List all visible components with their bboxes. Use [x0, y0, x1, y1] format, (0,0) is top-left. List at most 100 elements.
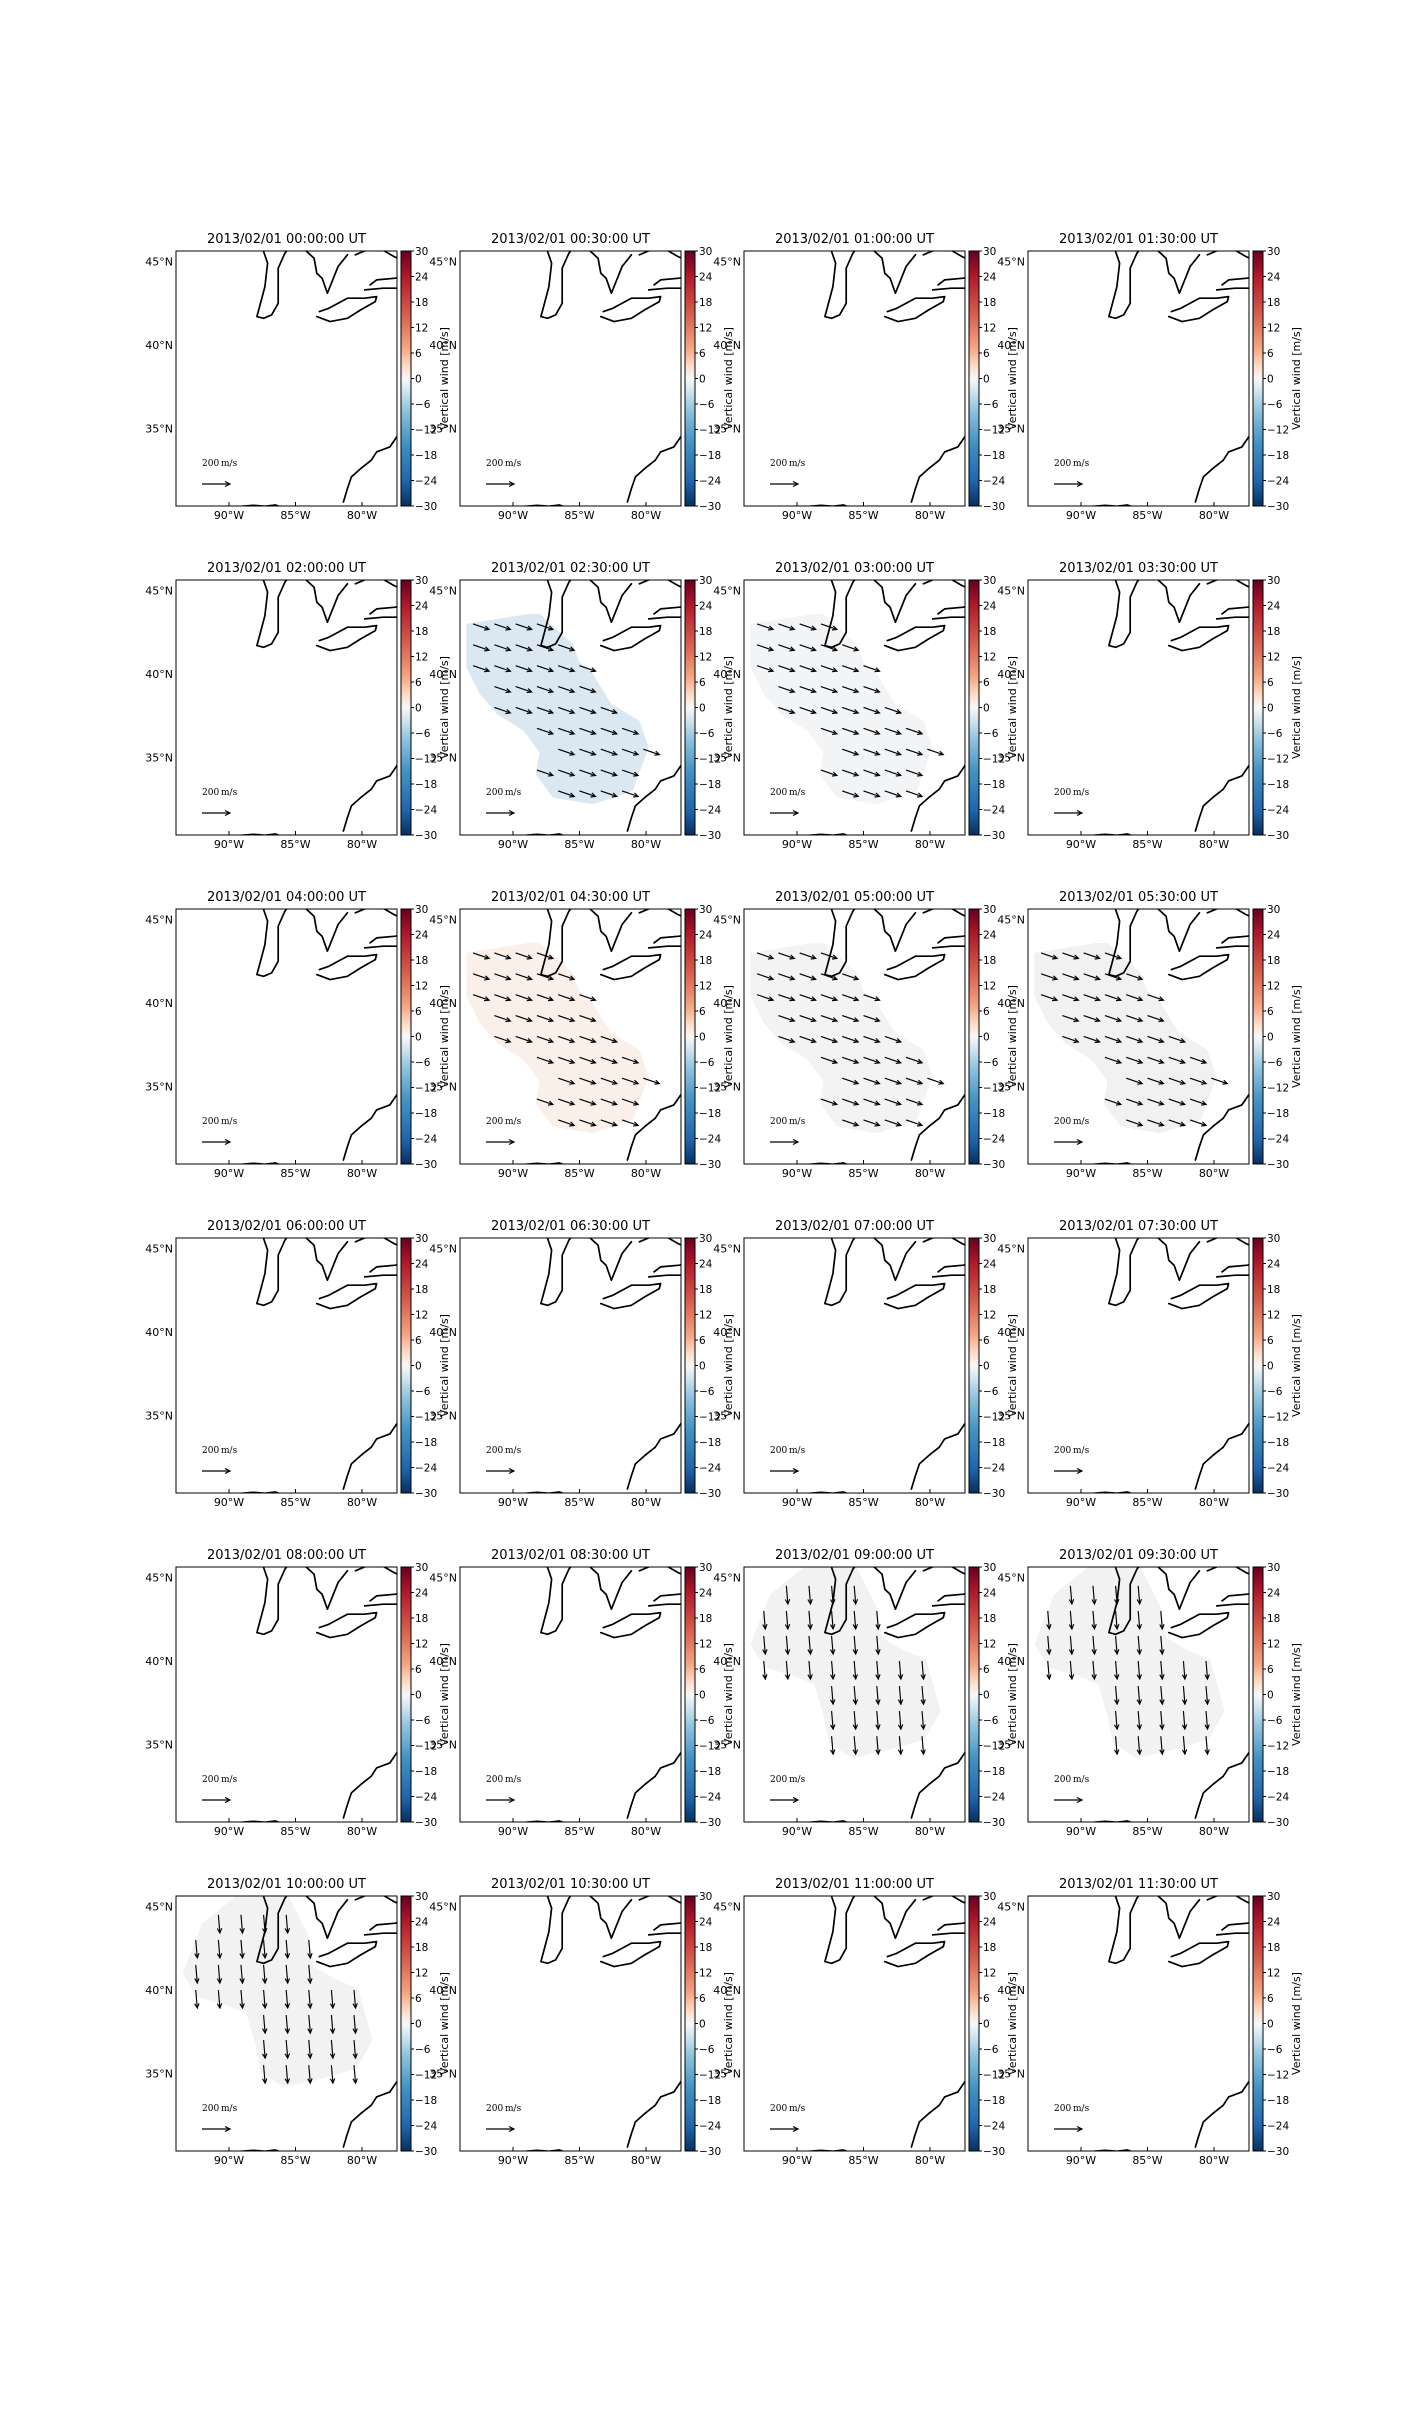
reference-unit: m/s — [1073, 459, 1090, 469]
wind-arrow — [352, 2065, 358, 2085]
data-region — [750, 1567, 941, 1758]
colorbar-label: Vertical wind [m/s] — [1290, 327, 1303, 430]
colorbar-tick-label: −24 — [1267, 1792, 1289, 1804]
colorbar: 30 24 18 12 6 0 −6 −12 −18 −24 −30 Vertical wind [m… — [1252, 1562, 1303, 1829]
coastline — [626, 1093, 681, 1161]
lon-tick-label: 85°W — [564, 2154, 594, 2167]
colorbar-gradient — [968, 1895, 980, 2152]
wind-arrow — [1189, 1077, 1208, 1085]
wind-arrow — [1091, 1635, 1097, 1656]
colorbar-tick-label: 18 — [983, 1942, 996, 1954]
lon-tick-label: 80°W — [915, 1167, 945, 1180]
colorbar-tick-label: 12 — [415, 981, 428, 993]
panel-6: 2013/02/01 03:00:00 UT 200 m/s 45°N 40°N 35°N… — [713, 561, 1019, 851]
colorbar-tick-label: −24 — [1267, 2121, 1289, 2133]
wind-arrow — [884, 706, 903, 715]
wind-arrow — [820, 685, 839, 694]
wind-arrow — [536, 973, 555, 981]
lon-tick-label: 85°W — [280, 1496, 310, 1509]
wind-arrow — [1114, 1610, 1120, 1631]
colorbar-tick-label: 18 — [1267, 1284, 1280, 1296]
data-region — [182, 1896, 373, 2087]
wind-arrow — [494, 952, 512, 960]
colorbar-tick-label: 12 — [983, 1639, 996, 1651]
colorbar-tick-label: 12 — [983, 981, 996, 993]
panel-2: 2013/02/01 01:00:00 UT 200 m/s 45°N 40°N 35°N… — [713, 232, 1019, 522]
lat-tick-label: 40°N — [997, 1984, 1025, 1997]
reference-value: 200 — [486, 2104, 503, 2114]
panel-title: 2013/02/01 07:00:00 UT — [775, 1219, 934, 1234]
wind-arrow — [1136, 1686, 1143, 1706]
colorbar-tick-label: −30 — [415, 501, 437, 513]
colorbar: 30 24 18 12 6 0 −6 −12 −18 −24 −30 Vertical wind [m… — [1252, 1233, 1303, 1500]
colorbar-label: Vertical wind [m/s] — [1290, 1314, 1303, 1417]
wind-arrow — [600, 1098, 619, 1106]
colorbar-tick-label: −6 — [983, 728, 999, 740]
wind-arrow — [239, 1914, 245, 1935]
wind-arrow — [756, 623, 775, 631]
coastline — [342, 2080, 397, 2148]
colorbar-label: Vertical wind [m/s] — [722, 985, 735, 1088]
reference-unit: m/s — [1073, 1775, 1090, 1785]
colorbar-tick-label: 0 — [983, 1361, 990, 1373]
reference-value: 200 — [486, 788, 503, 798]
reference-unit: m/s — [221, 788, 238, 798]
lat-tick-label: 40°N — [713, 1655, 741, 1668]
colorbar-tick-label: 24 — [699, 930, 713, 942]
coastline — [883, 1940, 946, 1968]
panel-title: 2013/02/01 09:30:00 UT — [1059, 1548, 1218, 1563]
panel-title: 2013/02/01 00:00:00 UT — [207, 232, 366, 247]
colorbar-tick-label: 24 — [699, 272, 713, 284]
lat-tick-label: 40°N — [713, 1326, 741, 1339]
reference-value: 200 — [1054, 1117, 1071, 1127]
coastline — [315, 1940, 378, 1968]
reference-value: 200 — [770, 788, 787, 798]
colorbar-tick-label: −18 — [983, 779, 1005, 791]
coastline — [1108, 1896, 1140, 1965]
wind-arrow — [558, 1056, 576, 1064]
colorbar-tick-label: 12 — [983, 652, 996, 664]
colorbar-tick-label: 12 — [699, 323, 712, 335]
colorbar-tick-label: 30 — [1267, 1562, 1280, 1574]
lon-tick-label: 80°W — [347, 1167, 377, 1180]
wind-arrow — [778, 685, 796, 694]
colorbar-tick-label: 30 — [1267, 1233, 1280, 1245]
colorbar-tick-label: 0 — [699, 374, 706, 386]
wind-arrow — [558, 685, 576, 694]
lon-tick-label: 90°W — [214, 2154, 244, 2167]
reference-arrow: 200 m/s — [486, 2104, 522, 2133]
wind-arrow — [1159, 1736, 1165, 1756]
colorbar-tick-label: −30 — [415, 2146, 437, 2158]
wind-arrow — [558, 1035, 576, 1044]
lon-tick-label: 80°W — [915, 1825, 945, 1838]
wind-arrow — [536, 665, 555, 673]
wind-arrow — [1046, 1635, 1052, 1656]
reference-arrow: 200 m/s — [770, 1775, 806, 1804]
wind-arrow — [820, 1014, 839, 1023]
wind-arrow — [1126, 1119, 1144, 1127]
colorbar-gradient — [968, 250, 980, 507]
wind-arrow — [905, 1119, 924, 1127]
lon-tick-label: 85°W — [564, 838, 594, 851]
coastline — [1108, 1238, 1140, 1307]
coastline — [588, 909, 633, 953]
wind-arrow — [1091, 1660, 1097, 1681]
coastline — [824, 1567, 856, 1636]
colorbar-gradient — [684, 250, 696, 507]
colorbar-tick-label: −18 — [983, 1766, 1005, 1778]
colorbar-label: Vertical wind [m/s] — [438, 1972, 451, 2075]
wind-arrow — [262, 2065, 268, 2085]
panel-11: 2013/02/01 05:30:00 UT 200 m/s 45°N 40°N 35°N… — [997, 890, 1303, 1180]
coastline — [872, 1896, 917, 1940]
wind-arrow — [842, 644, 860, 652]
lon-tick-label: 80°W — [347, 1825, 377, 1838]
colorbar: 30 24 18 12 6 0 −6 −12 −18 −24 −30 Vertical wind [m… — [968, 1562, 1019, 1829]
wind-arrow — [494, 1035, 512, 1044]
coastline — [1215, 276, 1249, 291]
wind-arrow — [494, 706, 512, 715]
coastline — [931, 276, 965, 291]
colorbar-tick-label: −30 — [415, 1159, 437, 1171]
colorbar-tick-label: 24 — [699, 601, 713, 613]
plot-frame — [743, 1237, 966, 1494]
coastline — [540, 251, 572, 320]
